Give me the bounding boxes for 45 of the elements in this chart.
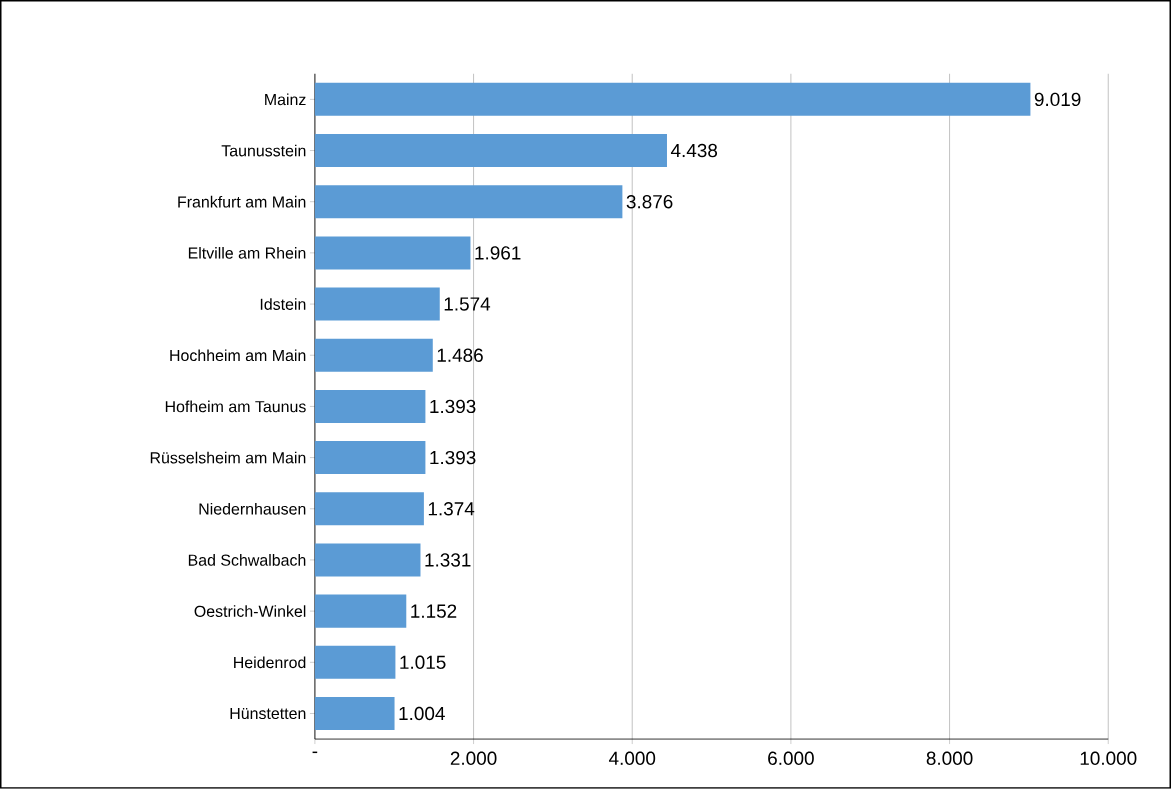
y-tick-label: Rüsselsheim am Main [150,451,306,464]
y-tick-label: Hünstetten [230,707,306,720]
bar [314,82,1031,116]
y-tick-label: Heidenrod [234,656,306,669]
data-label: 4.438 [670,143,718,158]
bar [314,185,623,219]
data-label: 1.015 [400,655,446,670]
bar [314,389,426,423]
x-tick-label: 6.000 [768,751,814,766]
bar [314,134,667,168]
y-tick-label: Frankfurt am Main [178,195,306,208]
data-label: 9.019 [1034,92,1081,107]
data-label: 1.486 [437,348,483,363]
y-tick-label: Idstein [260,298,306,310]
y-tick-label: Bad Schwalbach [188,554,306,566]
bar [314,492,424,526]
bar [314,645,396,679]
x-tick-label: - [312,751,318,754]
y-tick-label: Eltville am Rhein [188,247,306,259]
data-label: 1.961 [475,246,521,260]
data-label: 1.393 [430,450,476,465]
data-label: 1.374 [428,502,475,516]
data-label: 1.393 [430,399,476,414]
y-tick-label: Oestrich-Winkel [194,605,306,618]
y-tick-label: Hochheim am Main [170,349,306,362]
y-tick-label: Mainz [265,93,306,106]
bar [314,287,440,321]
x-tick-label: 2.000 [450,751,497,766]
bar [314,236,471,270]
data-label: 1.004 [399,706,445,721]
bar [314,697,395,731]
x-tick-label: 4.000 [608,751,656,766]
data-label: 3.876 [626,195,673,209]
bar [314,594,407,628]
bar [314,441,426,475]
y-tick-label: Niedernhausen [199,503,306,515]
data-label: 1.574 [444,297,491,311]
x-tick-label: 8.000 [926,751,973,766]
y-tick-label: Hofheim am Taunus [165,400,306,413]
x-tick-label: 10.000 [1080,751,1137,766]
bar [314,543,421,577]
y-tick-label: Taunusstein [221,144,306,157]
data-label: 1.331 [425,553,471,567]
data-label: 1.152 [411,604,457,618]
bar [314,338,433,372]
